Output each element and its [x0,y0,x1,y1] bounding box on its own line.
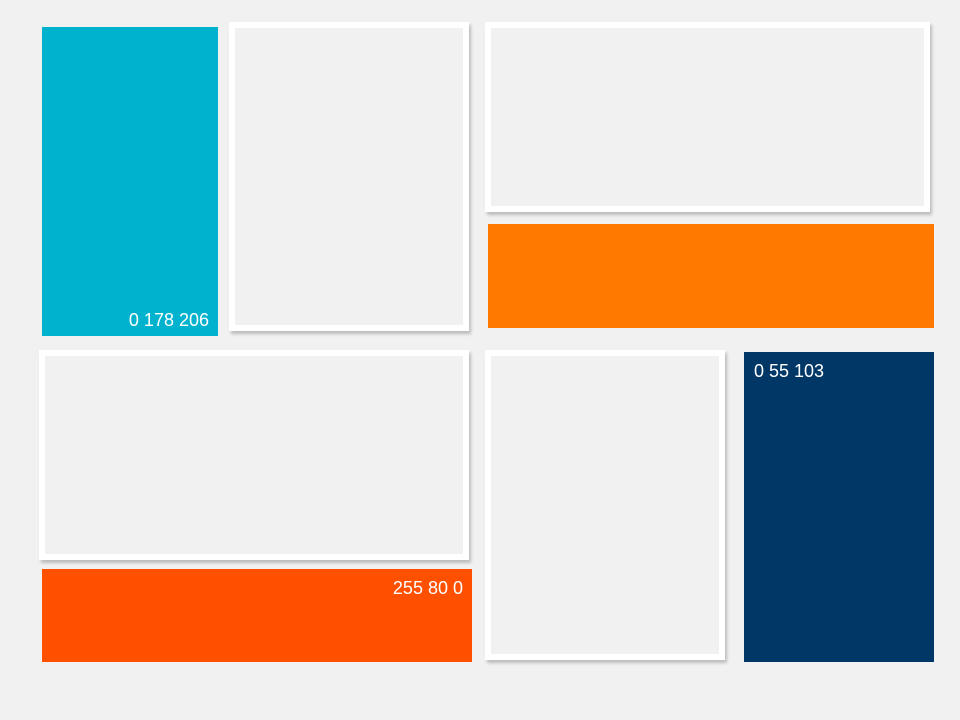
navy-swatch-label: 0 55 103 [754,361,825,381]
photo-frame-tall-top [229,22,469,331]
photo-frame-wide-bottom [39,350,469,560]
orange-swatch [488,224,934,328]
cyan-swatch: 0 178 206 [42,27,218,336]
red-orange-swatch: 255 80 0 [42,569,472,662]
photo-frame-wide-top [485,22,930,212]
cyan-swatch-label: 0 178 206 [128,310,209,330]
navy-swatch: 0 55 103 [744,352,934,662]
photo-frame-tall-bottom [485,350,725,660]
red-orange-swatch-label: 255 80 0 [392,578,463,598]
